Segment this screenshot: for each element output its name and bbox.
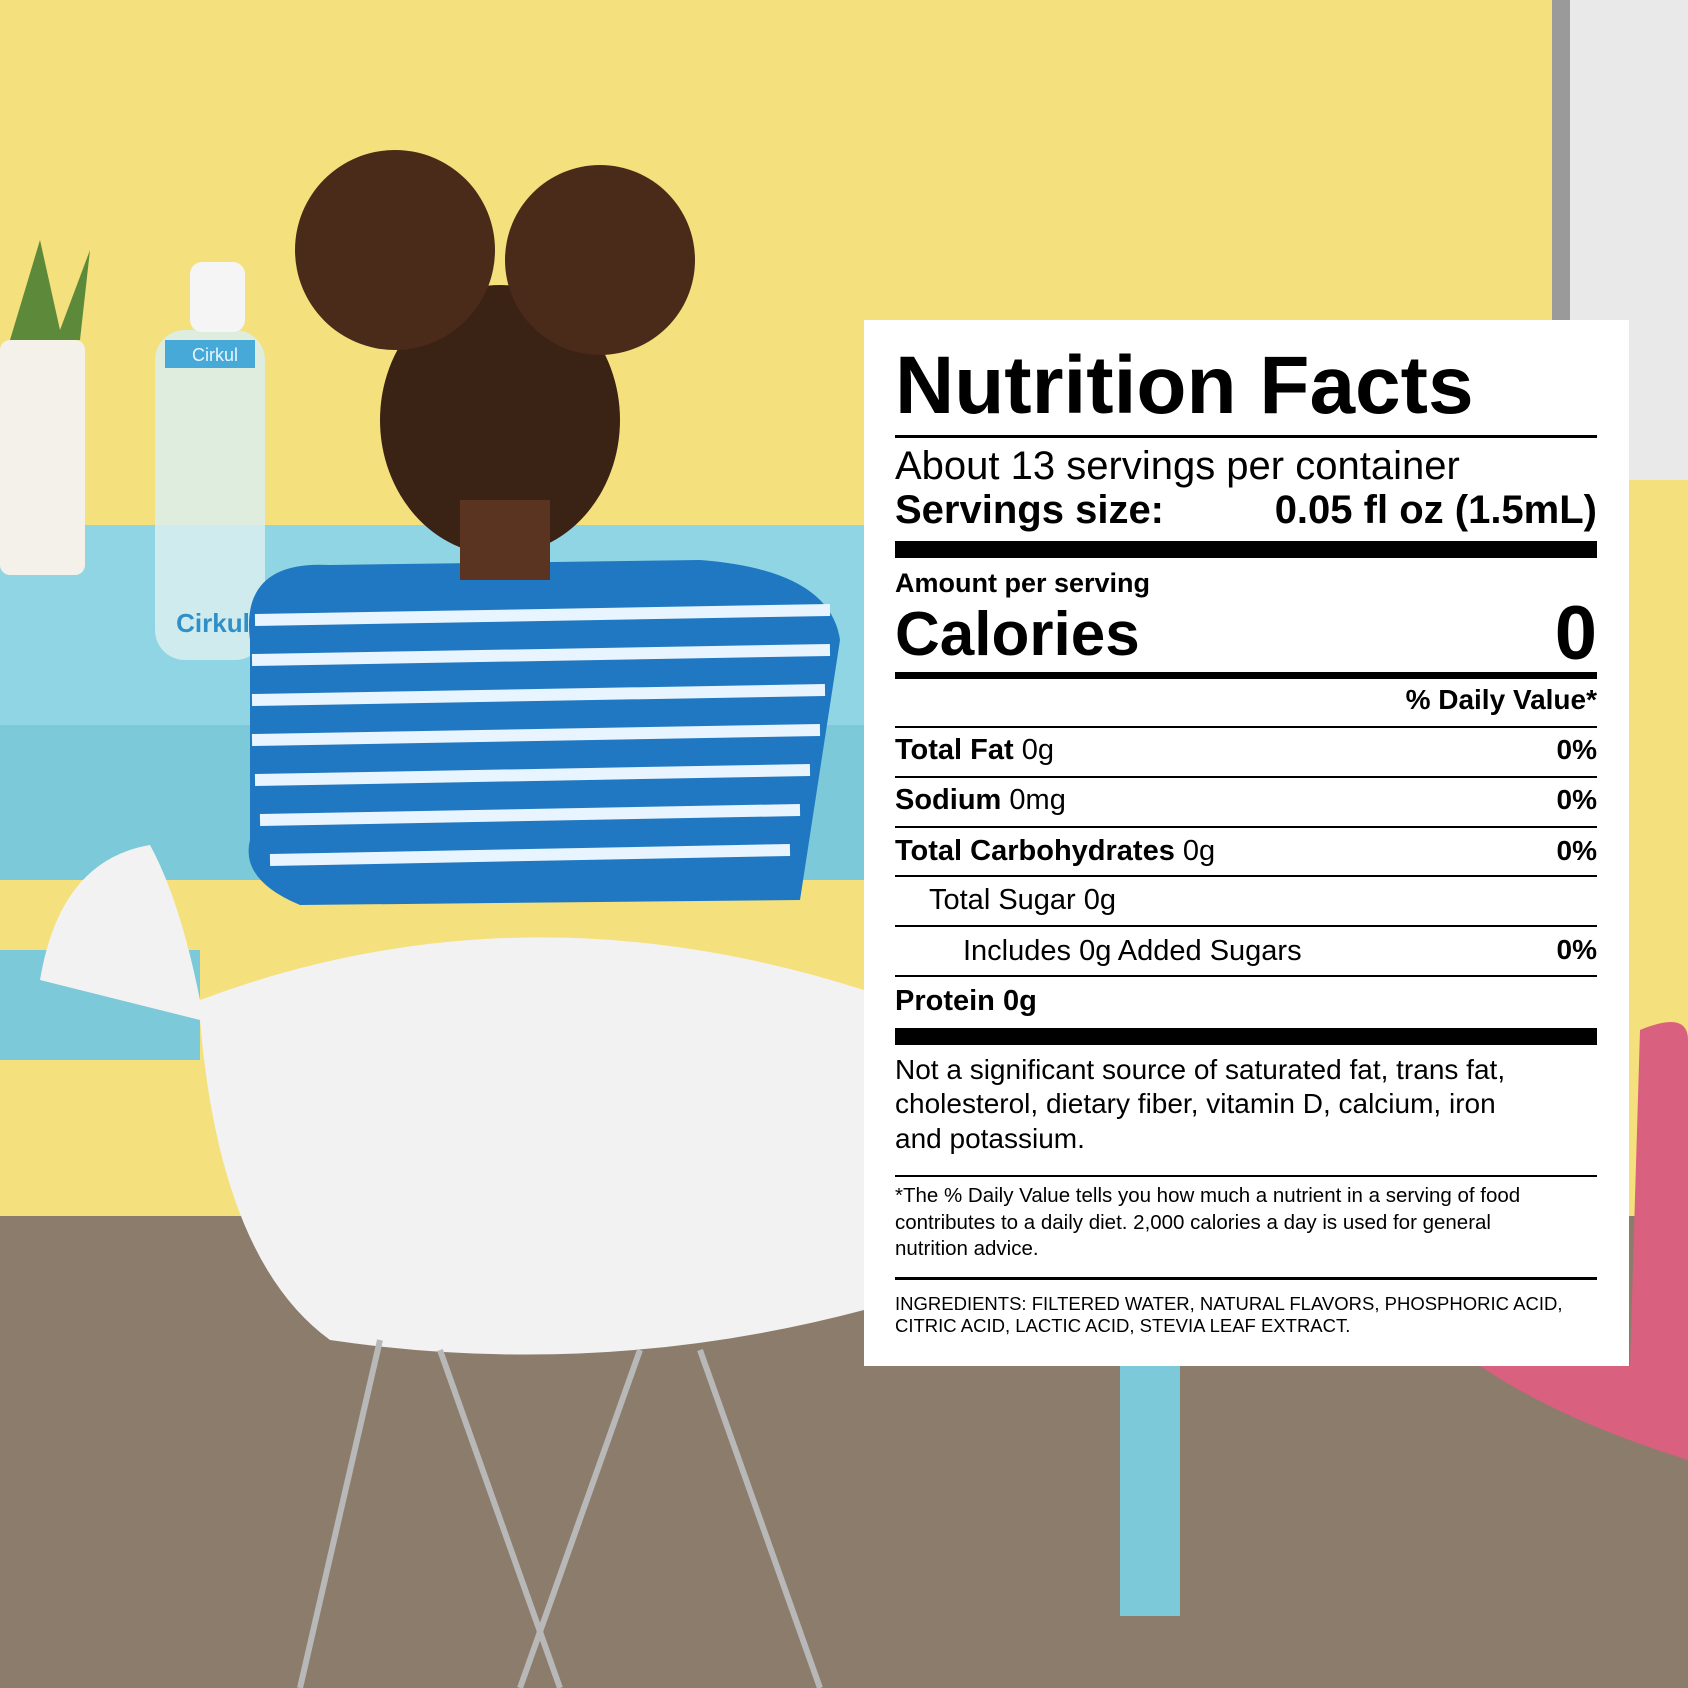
label-title: Nutrition Facts [895,340,1474,431]
nutrient-dv: 0% [1556,835,1597,866]
divider [895,1175,1597,1177]
bottle-cap-band [165,340,255,368]
divider [895,776,1597,778]
thick-divider [895,1028,1597,1045]
medium-divider [895,672,1597,679]
thick-divider [895,541,1597,558]
divider [895,726,1597,728]
nutrient-total-sugar: Total Sugar 0g [929,886,1116,915]
nutrient-dv: 0% [1556,734,1597,765]
daily-value-header: % Daily Value* [1405,684,1597,715]
bottle-brand-text: Cirkul [176,608,250,638]
nutrient-name: Total Fat [895,734,1014,766]
nutrition-facts-label: Nutrition Facts About 13 servings per co… [864,320,1629,1366]
serving-size-value: 0.05 fl oz (1.5mL) [1274,488,1597,532]
water-bottle [155,330,265,660]
flower-pot [0,340,85,575]
head-hair [380,285,620,555]
shirt-stripes [251,604,831,866]
chair-legs [297,1339,823,1688]
ingredients-line: CITRIC ACID, LACTIC ACID, STEVIA LEAF EX… [895,1315,1351,1336]
nutrient-amount: 0g [1083,884,1117,916]
nutrient-amount: 0mg [1009,784,1066,816]
nutrient-sodium: Sodium 0mg [895,786,1066,815]
divider [895,925,1597,927]
not-significant-line: and potassium. [895,1123,1085,1154]
amount-per-serving: Amount per serving [895,568,1151,598]
nutrient-name: Total Carbohydrates [895,835,1175,867]
footnote-line: contributes to a daily diet. 2,000 calor… [895,1211,1491,1234]
right-puff [505,165,695,355]
divider [895,975,1597,977]
not-significant-line: Not a significant source of saturated fa… [895,1054,1506,1085]
calories-value: 0 [1554,591,1597,676]
ingredients-line: INGREDIENTS: FILTERED WATER, NATURAL FLA… [895,1293,1563,1314]
desk-leg [1120,1366,1180,1616]
cap-brand-text: Cirkul [192,345,238,365]
bottle-lid [190,262,245,332]
divider [895,826,1597,828]
nutrient-total-carbohydrates: Total Carbohydrates 0g [895,837,1215,866]
nutrient-dv: 0% [1556,784,1597,815]
nutrient-protein: Protein 0g [895,987,1037,1016]
nutrient-name: Sodium [895,784,1002,816]
nutrient-dv: 0% [1556,934,1597,965]
nutrient-added-sugars: Includes 0g Added Sugars [963,935,1302,967]
pink-cushion [1480,1022,1688,1460]
calories-label: Calories [895,600,1140,669]
nutrient-name: Total Sugar [929,884,1076,916]
nutrient-amount: 0g [1021,734,1055,766]
left-puff [295,150,495,350]
divider [895,875,1597,877]
white-chair [40,845,864,1355]
nutrient-total-fat: Total Fat 0g [895,736,1054,765]
neck [460,500,550,580]
nutrient-amount: 0g [1002,985,1037,1017]
footnote-line: nutrition advice. [895,1237,1039,1260]
nutrient-name: Protein [895,985,995,1017]
divider [895,1277,1597,1280]
nutrient-amount: 0g [1182,835,1216,867]
footnote-line: *The % Daily Value tells you how much a … [895,1184,1521,1207]
not-significant-line: cholesterol, dietary fiber, vitamin D, c… [895,1088,1496,1119]
divider [895,435,1597,438]
serving-size-label: Servings size: [895,488,1165,532]
servings-per-container: About 13 servings per container [895,444,1460,488]
plant-leaves [10,240,90,340]
